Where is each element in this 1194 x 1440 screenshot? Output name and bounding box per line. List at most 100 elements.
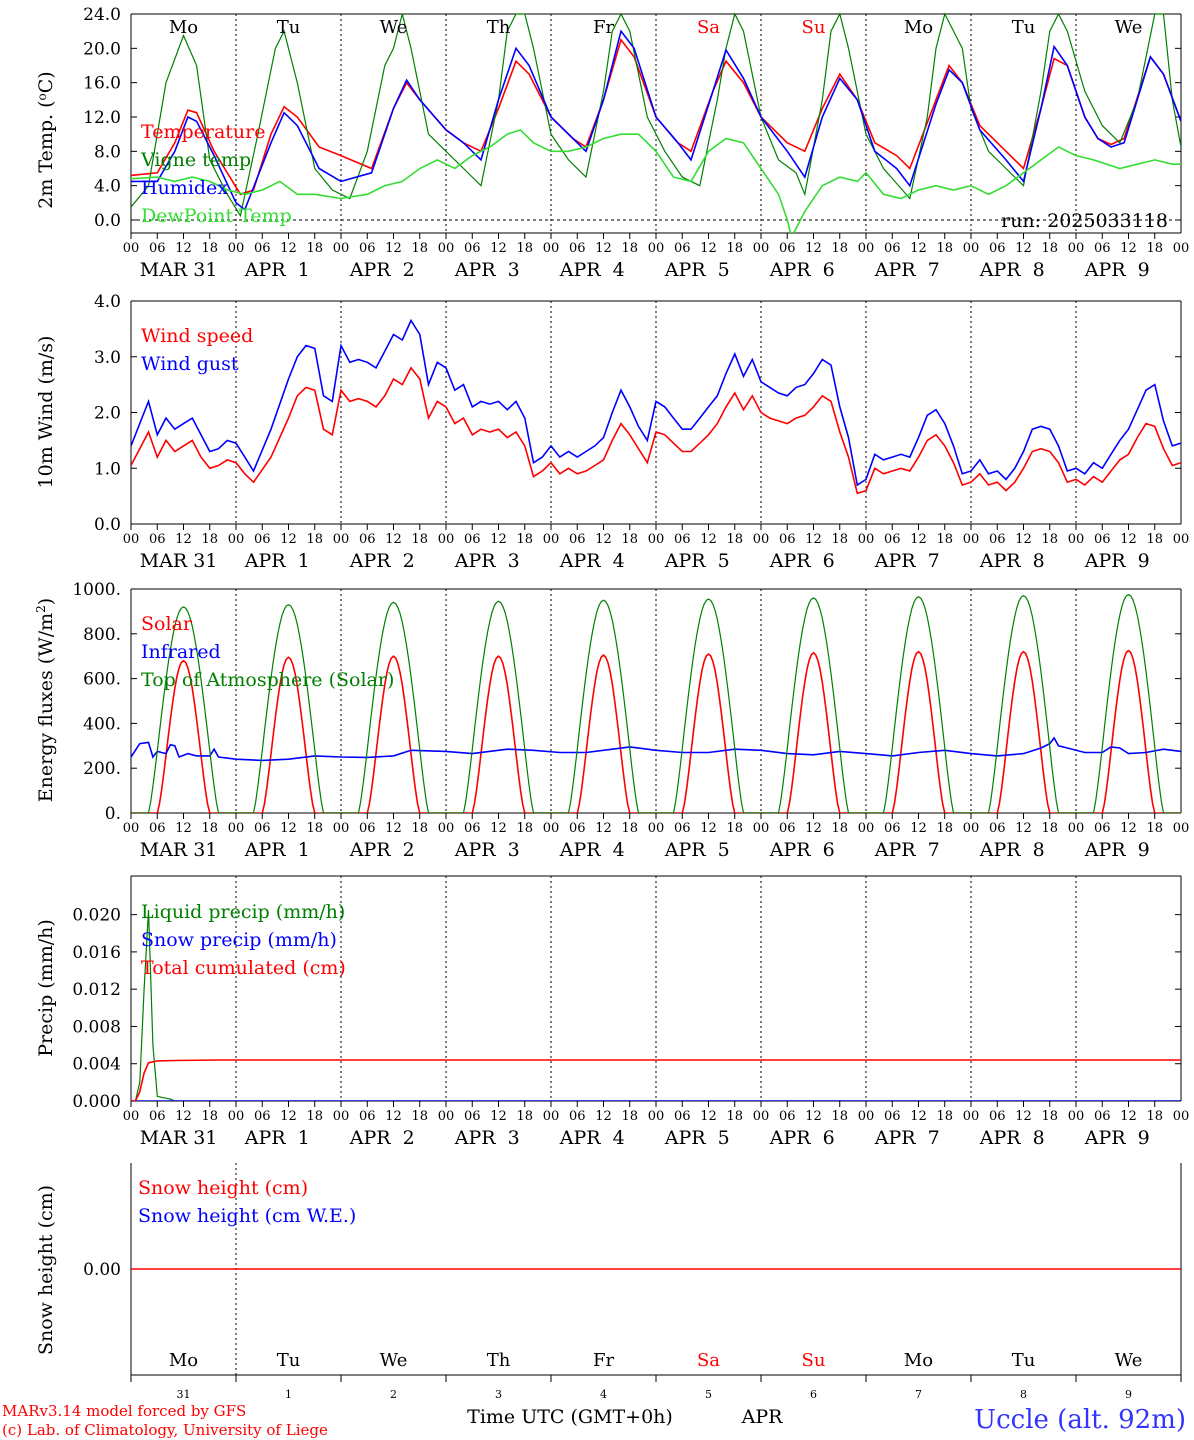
hour-tick-label: 06 [359,532,376,547]
hour-tick-label: 00 [648,241,665,256]
hour-tick-label: 12 [490,821,507,836]
run-label: run: 2025033118 [1001,210,1168,232]
hour-tick-label: 00 [648,1109,665,1124]
day-name-label: Mo [169,1350,198,1371]
hour-tick-label: 00 [1068,241,1085,256]
hour-tick-label: 06 [674,241,691,256]
credit-line-1: MARv3.14 model forced by GFS [2,1402,246,1420]
hour-tick-label: 00 [228,821,245,836]
hour-tick-label: 00 [1173,821,1190,836]
hour-tick-label: 00 [228,1109,245,1124]
date-label: APR 1 [244,839,310,861]
hour-tick-label: 06 [1094,532,1111,547]
hour-tick-label: 12 [280,821,297,836]
day-name-label: Sa [697,17,720,38]
y-tick-label: 4.0 [94,177,121,197]
day-name-label: Su [802,17,826,38]
hour-tick-label: 12 [385,532,402,547]
y-tick-label: 12.0 [83,108,121,128]
day-name-label: We [380,1350,408,1371]
date-label: APR 9 [1084,259,1150,281]
y-tick-label: 0.00 [83,1260,121,1280]
hour-tick-label: 18 [411,241,428,256]
hour-tick-label: 00 [963,1109,980,1124]
date-label: APR 7 [874,1127,940,1149]
series-line-infrared [131,736,1181,762]
hour-tick-label: 00 [438,821,455,836]
series-line-humidex [131,29,1181,211]
y-axis-label: Precip (mm/h) [35,919,57,1057]
hour-tick-label: 00 [123,821,140,836]
hour-tick-label: 18 [516,241,533,256]
hour-tick-label: 12 [910,532,927,547]
hour-tick-label: 00 [1068,821,1085,836]
hour-tick-label: 06 [989,241,1006,256]
legend-entry: Humidex [141,177,228,199]
hour-tick-label: 06 [779,532,796,547]
date-label: APR 5 [664,259,730,281]
legend-entry: Snow precip (mm/h) [141,929,337,951]
hour-tick-label: 12 [385,1109,402,1124]
hour-tick-label: 12 [595,241,612,256]
hour-tick-label: 00 [753,241,770,256]
hour-tick-label: 00 [333,1109,350,1124]
hour-tick-label: 06 [359,821,376,836]
station-label: Uccle (alt. 92m) [974,1405,1186,1435]
y-tick-label: 0.020 [72,906,121,926]
y-axis-label: Energy fluxes (W/m2) [34,598,57,802]
hour-tick-label: 06 [569,821,586,836]
y-tick-label: 0.0 [94,211,121,231]
hour-tick-label: 00 [333,241,350,256]
day-name-label: We [380,17,408,38]
hour-tick-label: 18 [936,1109,953,1124]
credit-line-2: (c) Lab. of Climatology, University of L… [2,1421,328,1439]
day-name-label: Mo [169,17,198,38]
day-name-label: Th [487,17,511,38]
hour-tick-label: 18 [621,241,638,256]
unit-close: ) [35,598,57,605]
y-tick-label: 8.0 [94,142,121,162]
hour-tick-label: 18 [306,241,323,256]
hour-tick-label: 18 [1146,241,1163,256]
series-line-wind-gust [131,318,1181,487]
hour-tick-label: 06 [464,1109,481,1124]
date-label: APR 6 [769,839,835,861]
y-axis-label: 2m Temp. (oC) [35,71,57,208]
hour-tick-label: 00 [753,532,770,547]
hour-tick-label: 00 [123,1109,140,1124]
date-label: APR 5 [664,1127,730,1149]
hour-tick-label: 06 [359,1109,376,1124]
date-label: APR 8 [979,550,1045,572]
hour-tick-label: 00 [333,821,350,836]
date-label: APR 2 [349,839,415,861]
hour-tick-label: 12 [1120,532,1137,547]
hour-tick-label: 18 [726,532,743,547]
hour-tick-label: 12 [175,241,192,256]
hour-tick-label: 12 [385,821,402,836]
date-label: APR 2 [349,550,415,572]
y-axis-label: Snow height (cm) [35,1185,57,1355]
hour-tick-label: 18 [936,821,953,836]
hour-tick-label: 00 [963,821,980,836]
hour-tick-label: 18 [936,532,953,547]
panel-snow: 0.00 Snow height (cm) Snow height (cm) Snow… [35,1163,1182,1376]
hour-tick-label: 18 [516,1109,533,1124]
hour-tick-label: 12 [910,1109,927,1124]
unit-sup: 2 [34,605,48,613]
hour-tick-label: 12 [1015,532,1032,547]
y-tick-label: 0.000 [72,1092,121,1112]
hour-tick-label: 12 [175,821,192,836]
hour-tick-label: 12 [280,532,297,547]
hour-tick-label: 00 [1068,1109,1085,1124]
hour-tick-label: 00 [963,532,980,547]
hour-tick-label: 18 [831,821,848,836]
hour-tick-label: 18 [726,821,743,836]
hour-tick-label: 18 [201,241,218,256]
hour-tick-label: 06 [884,821,901,836]
hour-tick-label: 06 [884,1109,901,1124]
day-name-label: Su [802,1350,826,1371]
date-label: MAR 31 [140,1127,218,1149]
hour-tick-label: 00 [648,821,665,836]
hour-tick-label: 18 [831,1109,848,1124]
hour-tick-label: 12 [805,1109,822,1124]
